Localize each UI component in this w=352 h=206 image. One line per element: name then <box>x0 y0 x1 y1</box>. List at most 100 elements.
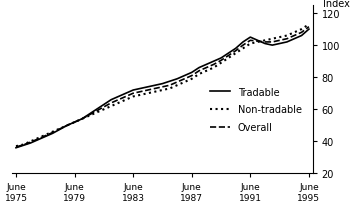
Overall <box>204 67 208 69</box>
Overall <box>153 88 157 90</box>
Non-tradable <box>161 89 165 92</box>
Overall <box>182 78 187 81</box>
Overall <box>14 146 18 149</box>
Non-tradable <box>58 128 62 130</box>
Non-tradable <box>94 112 99 114</box>
Legend: Tradable, Non-tradable, Overall: Tradable, Non-tradable, Overall <box>210 87 302 133</box>
Non-tradable <box>14 145 18 148</box>
Non-tradable <box>153 91 157 93</box>
Tradable <box>14 147 18 149</box>
Non-tradable <box>248 43 252 46</box>
Overall <box>256 41 260 43</box>
Overall <box>29 141 33 144</box>
Non-tradable <box>256 41 260 44</box>
Overall <box>73 121 77 124</box>
Non-tradable <box>21 144 25 146</box>
Overall <box>94 110 99 112</box>
Non-tradable <box>175 84 179 87</box>
Overall <box>248 40 252 42</box>
Non-tradable <box>109 105 113 108</box>
Overall <box>36 138 40 140</box>
Non-tradable <box>270 38 275 41</box>
Overall <box>285 38 289 41</box>
Tradable <box>204 64 208 66</box>
Non-tradable <box>124 99 128 101</box>
Line: Non-tradable: Non-tradable <box>16 25 309 146</box>
Non-tradable <box>138 94 143 97</box>
Tradable <box>168 81 172 83</box>
Overall <box>277 40 282 42</box>
Overall <box>117 99 121 101</box>
Overall <box>161 86 165 89</box>
Non-tradable <box>263 40 267 42</box>
Overall <box>175 81 179 84</box>
Non-tradable <box>285 35 289 37</box>
Non-tradable <box>131 96 135 98</box>
Tradable <box>219 57 223 60</box>
Overall <box>80 118 84 121</box>
Tradable <box>307 29 311 31</box>
Overall <box>270 41 275 44</box>
Tradable <box>300 35 304 37</box>
Overall <box>21 144 25 146</box>
Non-tradable <box>87 115 91 117</box>
Non-tradable <box>212 67 216 69</box>
Tradable <box>292 38 296 41</box>
Tradable <box>138 88 143 90</box>
Non-tradable <box>36 137 40 140</box>
Overall <box>109 102 113 105</box>
Tradable <box>241 41 245 44</box>
Non-tradable <box>234 53 238 55</box>
Non-tradable <box>146 92 150 95</box>
Overall <box>241 45 245 47</box>
Non-tradable <box>219 62 223 65</box>
Overall <box>190 75 194 77</box>
Tradable <box>270 45 275 47</box>
Tradable <box>29 142 33 144</box>
Tradable <box>43 136 48 138</box>
Tradable <box>117 96 121 98</box>
Overall <box>168 84 172 87</box>
Tradable <box>175 78 179 81</box>
Tradable <box>285 41 289 44</box>
Overall <box>307 26 311 29</box>
Tradable <box>36 139 40 141</box>
Tradable <box>131 89 135 92</box>
Tradable <box>212 61 216 63</box>
Tradable <box>124 92 128 95</box>
Non-tradable <box>241 48 245 50</box>
Tradable <box>109 99 113 101</box>
Tradable <box>161 83 165 85</box>
Non-tradable <box>50 131 55 133</box>
Tradable <box>73 121 77 124</box>
Overall <box>50 132 55 134</box>
Overall <box>131 92 135 95</box>
Overall <box>58 128 62 130</box>
Tradable <box>58 129 62 131</box>
Tradable <box>153 84 157 87</box>
Overall <box>138 91 143 93</box>
Non-tradable <box>102 109 106 111</box>
Overall <box>102 106 106 109</box>
Non-tradable <box>307 24 311 26</box>
Non-tradable <box>197 73 201 76</box>
Line: Tradable: Tradable <box>16 30 309 148</box>
Non-tradable <box>300 29 304 31</box>
Overall <box>43 135 48 137</box>
Overall <box>197 70 201 73</box>
Tradable <box>102 104 106 106</box>
Non-tradable <box>182 81 187 84</box>
Tradable <box>256 40 260 42</box>
Overall <box>292 35 296 37</box>
Overall <box>124 96 128 98</box>
Tradable <box>146 86 150 89</box>
Overall <box>300 32 304 34</box>
Non-tradable <box>168 88 172 90</box>
Tradable <box>94 109 99 111</box>
Tradable <box>65 124 69 127</box>
Tradable <box>248 37 252 39</box>
Overall <box>219 60 223 62</box>
Overall <box>212 64 216 66</box>
Non-tradable <box>73 121 77 124</box>
Non-tradable <box>43 134 48 137</box>
